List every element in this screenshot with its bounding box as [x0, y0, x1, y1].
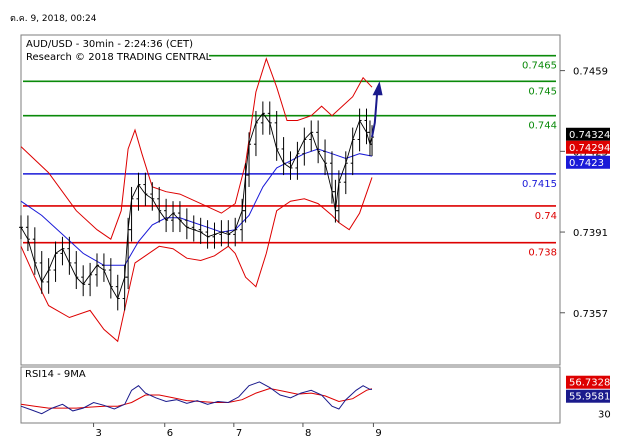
timestamp: ต.ค. 9, 2018, 00:24 [10, 14, 97, 24]
lower-band-line [20, 177, 373, 343]
rsi-lines: 30 56.7328 55.9581 [20, 375, 611, 421]
pivot-level-label: 0.7415 [522, 179, 557, 190]
price-tag-0-label: 0.74324 [569, 130, 610, 141]
upper-band-line [20, 57, 373, 240]
chart-subtitle: Research © 2018 TRADING CENTRAL [26, 52, 212, 63]
rsi-title: RSI14 - 9MA [25, 369, 86, 380]
projection-arrow [371, 81, 383, 138]
y-tick-label-0: 0.7459 [573, 67, 608, 78]
price-tag-1-label: 0.74294 [569, 143, 610, 154]
support-level-1-label: 0.738 [528, 248, 557, 259]
x-axis: 3 6 7 8 9 [93, 423, 382, 439]
rsi-y-tick-label: 30 [598, 410, 611, 421]
rsi-line [20, 381, 372, 415]
x-tick-label-0: 3 [96, 428, 102, 439]
rsi-tag-box [566, 389, 610, 403]
resistance-level-2-label: 0.744 [528, 121, 557, 132]
rsi-tag-label: 55.9581 [569, 392, 610, 403]
price-line [20, 112, 373, 300]
x-tick-label-2: 7 [236, 428, 242, 439]
price-tag-2-label: 0.7423 [569, 158, 604, 169]
price-tag-2-box [566, 155, 610, 169]
projection-arrowhead [372, 81, 383, 96]
x-tick-label-4: 9 [375, 428, 381, 439]
price-bars [19, 101, 375, 311]
rsi-panel [20, 366, 561, 424]
price-tag-1-box [566, 140, 610, 154]
y-tick-label-2: 0.7391 [573, 228, 608, 239]
resistance-level-1-label: 0.745 [528, 86, 557, 97]
price-tags: 0.74324 0.74294 0.7423 [566, 127, 610, 169]
x-tick-label-3: 8 [305, 428, 311, 439]
x-tick-label-1: 6 [167, 428, 173, 439]
y-tick-label-3: 0.7357 [573, 309, 608, 320]
price-tag-0-box [566, 127, 610, 141]
rsi-ma-tag-box [566, 375, 610, 389]
support-level-0-label: 0.74 [535, 211, 557, 222]
rsi-ma-tag-label: 56.7328 [569, 378, 610, 389]
price-panel [20, 34, 561, 366]
chart-title: AUD/USD - 30min - 2:24:36 (CET) [26, 39, 193, 50]
projection-line [371, 87, 379, 138]
key-levels: 0.7465 0.745 0.744 0.7415 0.74 0.738 [23, 54, 557, 259]
resistance-level-0-label: 0.7465 [522, 61, 557, 72]
